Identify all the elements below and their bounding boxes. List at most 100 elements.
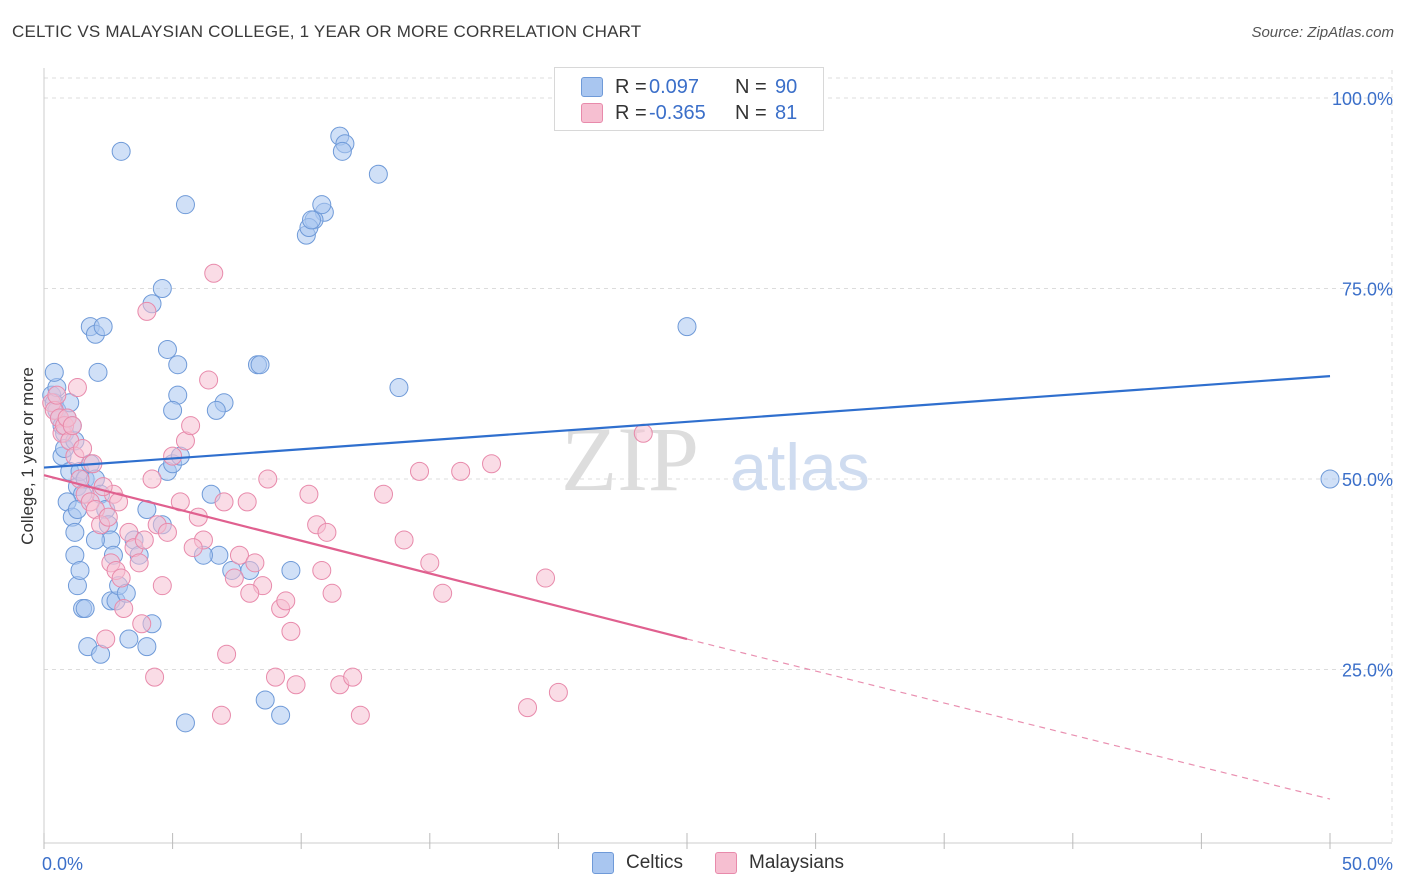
legend-item-celtics[interactable]: Celtics: [592, 852, 683, 874]
r-label: R =: [615, 101, 647, 124]
data-point: [265, 667, 285, 687]
data-point: [374, 484, 394, 504]
data-point: [312, 195, 332, 215]
data-point: [332, 141, 352, 161]
data-point: [389, 378, 409, 398]
data-point: [240, 583, 260, 603]
n-value: 81: [775, 101, 798, 124]
data-point: [237, 492, 257, 512]
data-point: [65, 522, 85, 542]
data-point: [183, 538, 203, 558]
trendlines: [43, 375, 1331, 800]
malaysians-legend-swatch: [715, 852, 737, 874]
stats-legend-row-malaysians: R = -0.365 N = 81: [581, 101, 797, 125]
data-point: [111, 568, 131, 588]
data-point: [114, 599, 134, 619]
gridlines: [44, 70, 1393, 843]
data-point: [175, 195, 195, 215]
data-point: [132, 614, 152, 634]
data-point: [433, 583, 453, 603]
data-point: [518, 698, 538, 718]
data-point: [134, 530, 154, 550]
data-point: [312, 560, 332, 580]
data-point: [286, 675, 306, 695]
data-point: [281, 621, 301, 641]
legend-label-malaysians: Malaysians: [749, 852, 845, 873]
data-point: [677, 317, 697, 337]
axes: [43, 68, 1392, 849]
data-point: [224, 568, 244, 588]
data-point: [129, 553, 149, 573]
data-point: [157, 522, 177, 542]
data-point: [255, 690, 275, 710]
data-point: [73, 439, 93, 459]
data-point: [322, 583, 342, 603]
data-point: [96, 629, 116, 649]
data-point: [142, 469, 162, 489]
data-point: [137, 301, 157, 321]
data-point: [152, 279, 172, 298]
data-point: [163, 400, 183, 420]
watermark: ZIP atlas: [561, 408, 870, 510]
trendline-extension: [686, 638, 1331, 800]
data-point: [229, 545, 249, 565]
y-tick-label: 50.0%: [1342, 470, 1393, 490]
n-label: N =: [735, 75, 767, 98]
data-point: [204, 263, 224, 283]
watermark-atlas: atlas: [730, 430, 869, 504]
legend-item-malaysians[interactable]: Malaysians: [715, 852, 844, 874]
data-point: [217, 644, 237, 664]
data-point: [271, 705, 291, 725]
data-point: [111, 141, 131, 161]
trendline-celtics: [43, 375, 1331, 469]
r-label: R =: [615, 75, 647, 98]
n-label: N =: [735, 101, 767, 124]
celtics-swatch: [581, 77, 603, 97]
data-point: [548, 682, 568, 702]
data-point: [199, 370, 219, 390]
data-point: [152, 576, 172, 596]
data-point: [410, 461, 430, 481]
n-value: 90: [775, 75, 798, 98]
data-point: [250, 355, 270, 375]
data-point: [47, 385, 67, 405]
chart-title: CELTIC VS MALAYSIAN COLLEGE, 1 YEAR OR M…: [12, 22, 642, 41]
y-tick-label: 25.0%: [1342, 661, 1393, 681]
data-point: [67, 378, 87, 398]
data-point: [75, 599, 95, 619]
data-point: [119, 629, 139, 649]
data-point: [299, 484, 319, 504]
data-point: [633, 423, 653, 443]
data-point: [211, 705, 231, 725]
data-point: [145, 667, 165, 687]
y-tick-label: 75.0%: [1342, 280, 1393, 300]
r-value: 0.097: [649, 75, 700, 98]
data-point: [1320, 469, 1340, 489]
y-tick-label: 100.0%: [1332, 89, 1393, 109]
data-point: [62, 416, 82, 436]
data-point: [394, 530, 414, 550]
data-point: [245, 553, 265, 573]
malaysians-swatch: [581, 103, 603, 123]
data-point: [482, 454, 502, 474]
trendline-malaysians: [43, 474, 688, 641]
data-point: [93, 317, 113, 337]
series-malaysians-points: [42, 263, 653, 725]
data-point: [301, 210, 321, 230]
data-point: [350, 705, 370, 725]
data-point: [281, 560, 301, 580]
data-point: [451, 461, 471, 481]
stats-legend: R = 0.097 N = 90 R = -0.365 N = 81: [554, 67, 824, 131]
data-point: [70, 560, 90, 580]
data-point: [206, 400, 226, 420]
legend-label-celtics: Celtics: [626, 852, 684, 873]
data-point: [276, 591, 296, 611]
data-point: [88, 362, 108, 382]
data-point: [368, 164, 388, 184]
data-point: [420, 553, 440, 573]
data-point: [258, 469, 278, 489]
y-axis-label: College, 1 year or more: [18, 367, 37, 545]
data-point: [343, 667, 363, 687]
series-legend: Celtics Malaysians: [0, 852, 1406, 878]
